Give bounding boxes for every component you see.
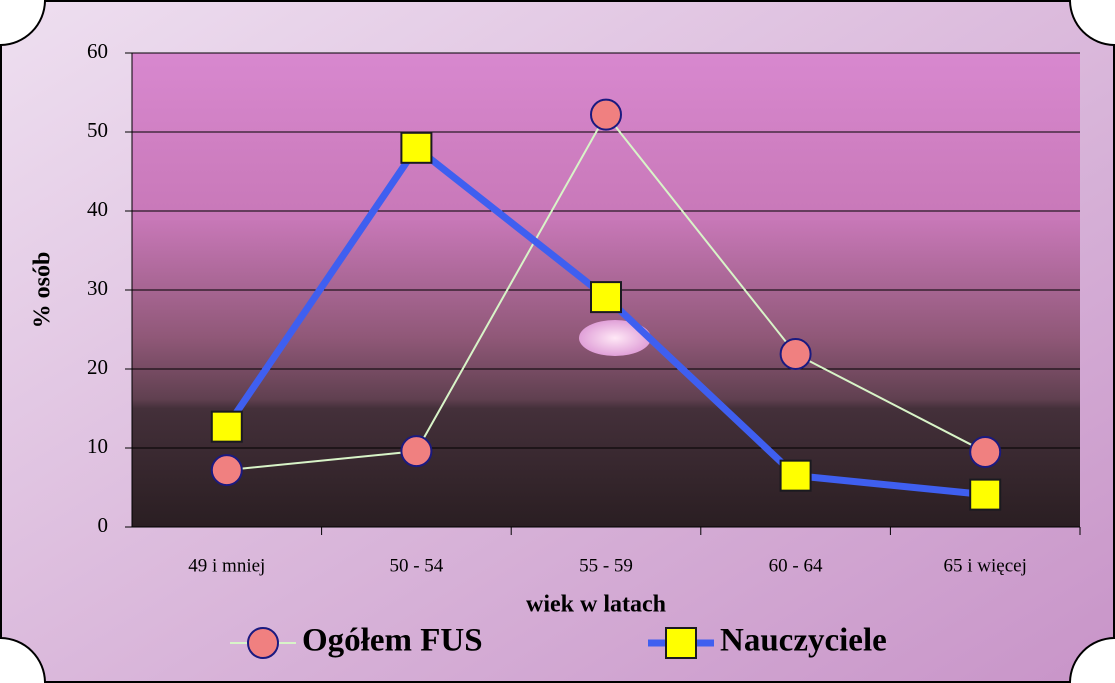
data-point: [969, 435, 1002, 468]
data-point: [779, 459, 812, 492]
y-tick-label: 0: [98, 513, 109, 537]
data-point: [210, 454, 243, 487]
y-tick-label: 10: [87, 434, 108, 458]
y-tick-label: 20: [87, 355, 108, 379]
y-tick-label: 40: [87, 197, 108, 221]
y-axis-title: % osób: [30, 252, 56, 329]
data-point: [779, 337, 812, 370]
legend-label: Ogółem FUS: [302, 623, 483, 659]
data-point: [400, 435, 433, 468]
data-point: [210, 410, 243, 443]
x-axis-title: wiek w latach: [526, 592, 666, 618]
y-tick-label: 60: [87, 39, 108, 63]
legend-marker: [665, 627, 697, 659]
data-point: [400, 131, 433, 164]
data-point: [969, 478, 1002, 511]
data-point: [590, 98, 622, 131]
y-tick-label: 50: [87, 118, 108, 142]
legend-marker: [247, 627, 279, 659]
x-tick-label: 49 i mniej: [188, 555, 265, 576]
y-tick-label: 30: [87, 276, 108, 300]
data-point: [590, 281, 622, 314]
x-tick-label: 65 i więcej: [944, 555, 1027, 576]
legend-label: Nauczyciele: [720, 623, 887, 659]
x-tick-label: 55 - 59: [579, 555, 633, 576]
sun: [579, 320, 651, 356]
x-tick-label: 50 - 54: [389, 555, 443, 576]
x-tick-label: 60 - 64: [769, 555, 823, 576]
